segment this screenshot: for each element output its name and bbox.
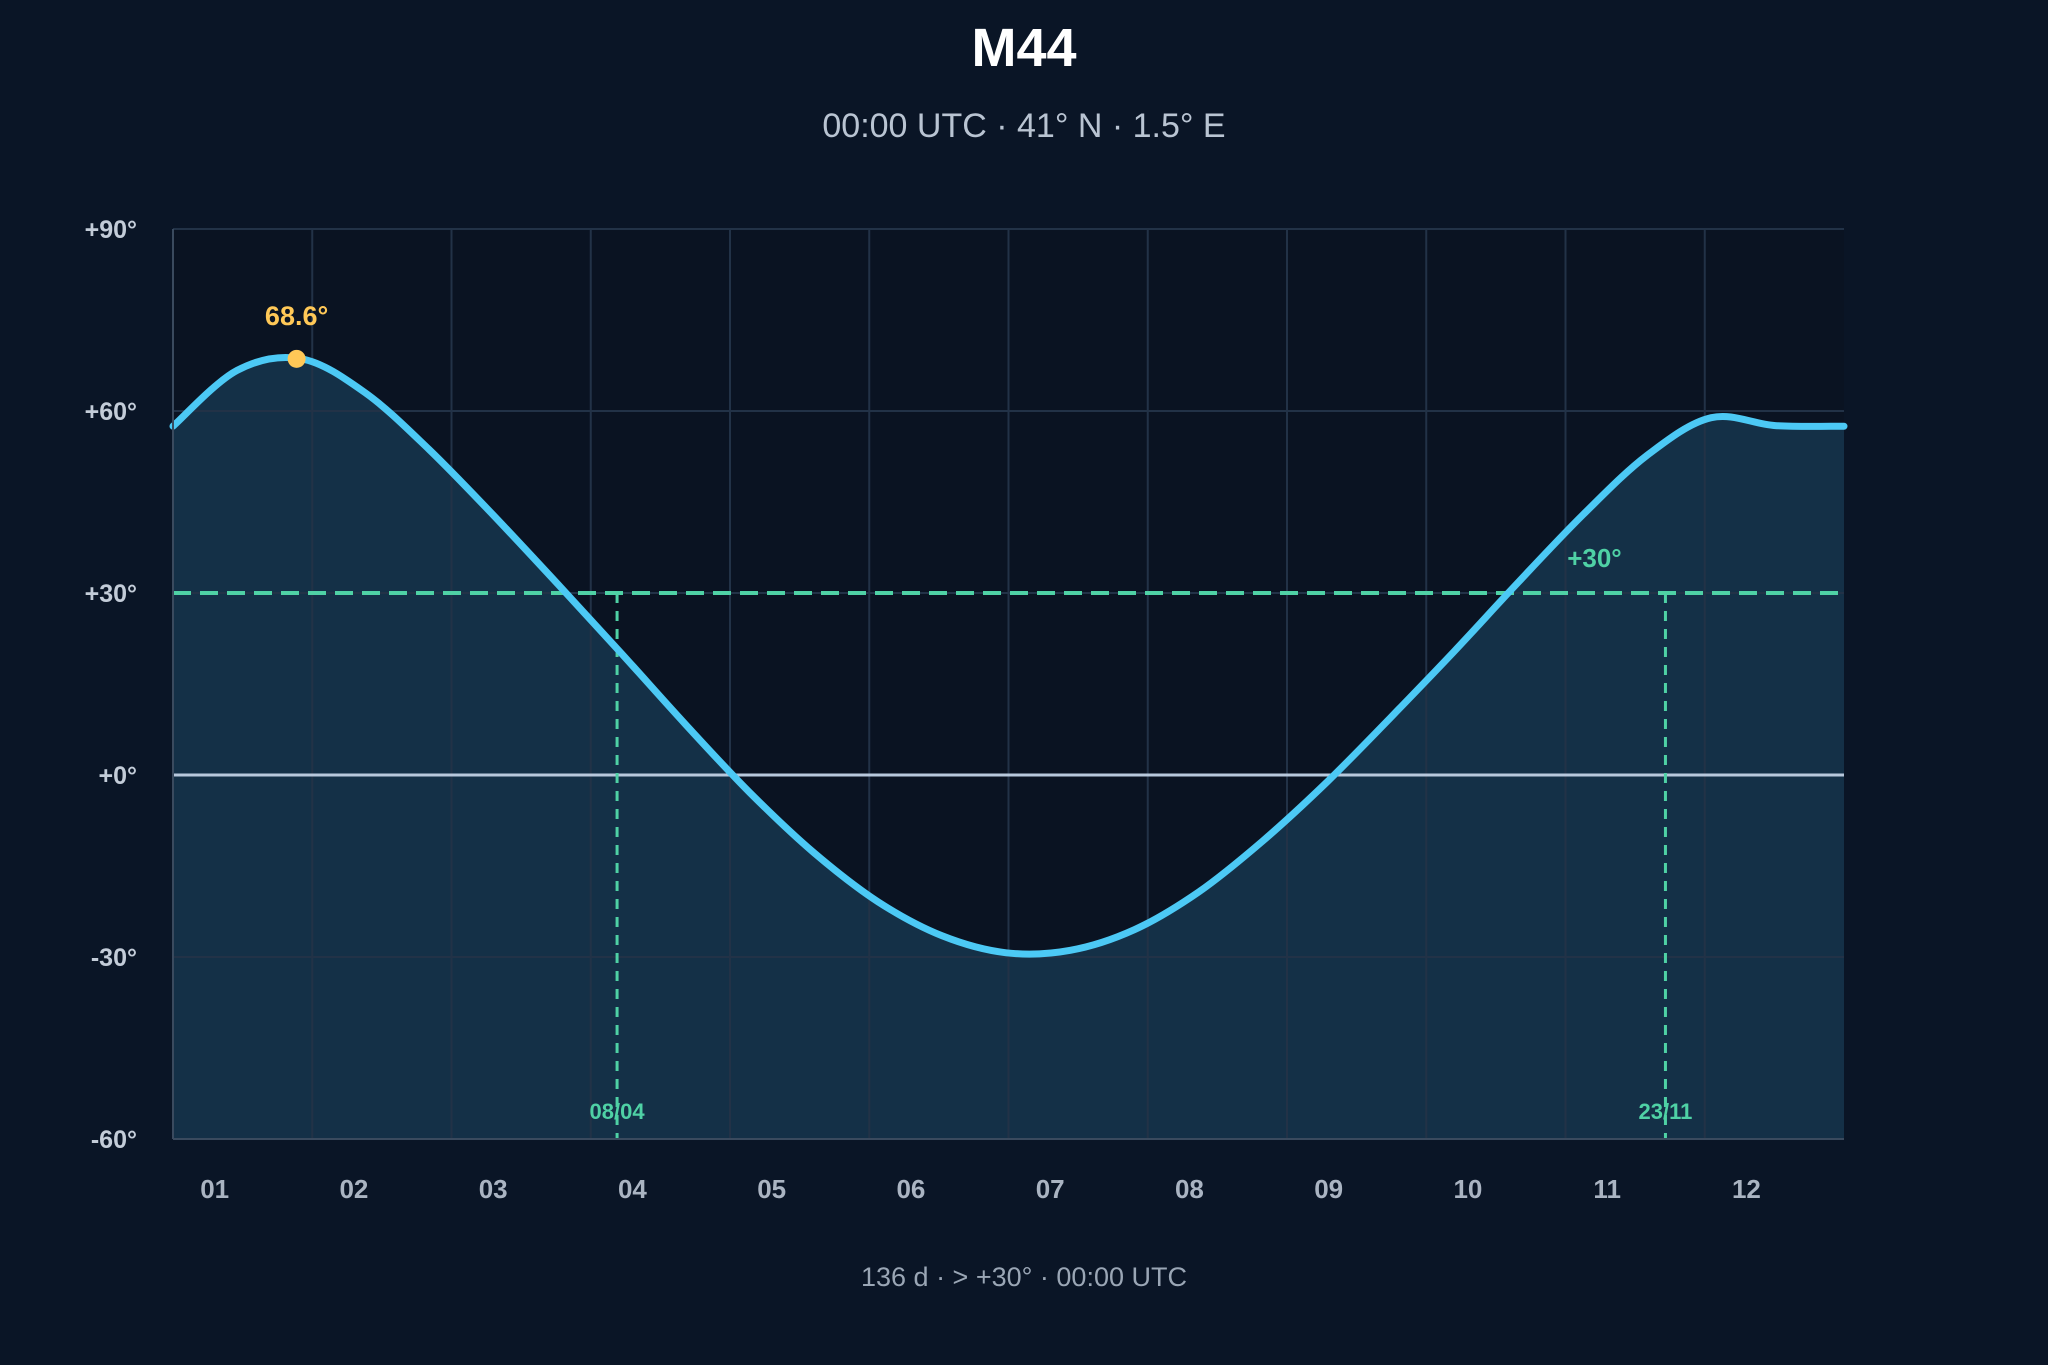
x-tick-label: 06 — [896, 1174, 925, 1204]
y-tick-label: -30° — [91, 944, 137, 972]
chart-footer: 136 d · > +30° · 00:00 UTC — [861, 1262, 1187, 1292]
crossing-date-label: 08/04 — [590, 1099, 646, 1124]
x-tick-label: 09 — [1314, 1174, 1343, 1204]
crossing-date-label: 23/11 — [1639, 1099, 1693, 1124]
x-tick-label: 02 — [339, 1174, 368, 1204]
chart-title: M44 — [971, 18, 1076, 78]
x-tick-label: 05 — [757, 1174, 786, 1204]
x-tick-label: 07 — [1036, 1174, 1065, 1204]
x-tick-label: 03 — [479, 1174, 508, 1204]
peak-label: 68.6° — [265, 301, 328, 331]
x-tick-label: 04 — [618, 1174, 647, 1204]
x-tick-label: 11 — [1593, 1174, 1621, 1204]
peak-marker — [287, 349, 306, 368]
y-tick-label: -60° — [91, 1126, 137, 1154]
x-tick-label: 01 — [200, 1174, 229, 1204]
chart-subtitle: 00:00 UTC · 41° N · 1.5° E — [822, 107, 1225, 145]
x-axis-ticks: 01 02 03 04 05 06 07 08 09 10 11 12 — [200, 1174, 1761, 1204]
plot-area: 08/04 23/11 68.6° +30° — [169, 228, 1848, 1140]
x-tick-label: 12 — [1732, 1174, 1761, 1204]
y-axis-ticks: +90° +60° +30° +0° -30° -60° — [85, 216, 137, 1154]
crossing-markers: 08/04 23/11 — [590, 593, 1693, 1139]
altitude-curve — [169, 353, 1848, 958]
y-tick-label: +90° — [85, 216, 137, 244]
y-tick-label: +60° — [85, 398, 137, 426]
y-tick-label: +0° — [98, 762, 137, 790]
threshold-label: +30° — [1567, 543, 1622, 573]
x-tick-label: 08 — [1175, 1174, 1204, 1204]
x-tick-label: 10 — [1453, 1174, 1482, 1204]
y-tick-label: +30° — [85, 580, 137, 608]
